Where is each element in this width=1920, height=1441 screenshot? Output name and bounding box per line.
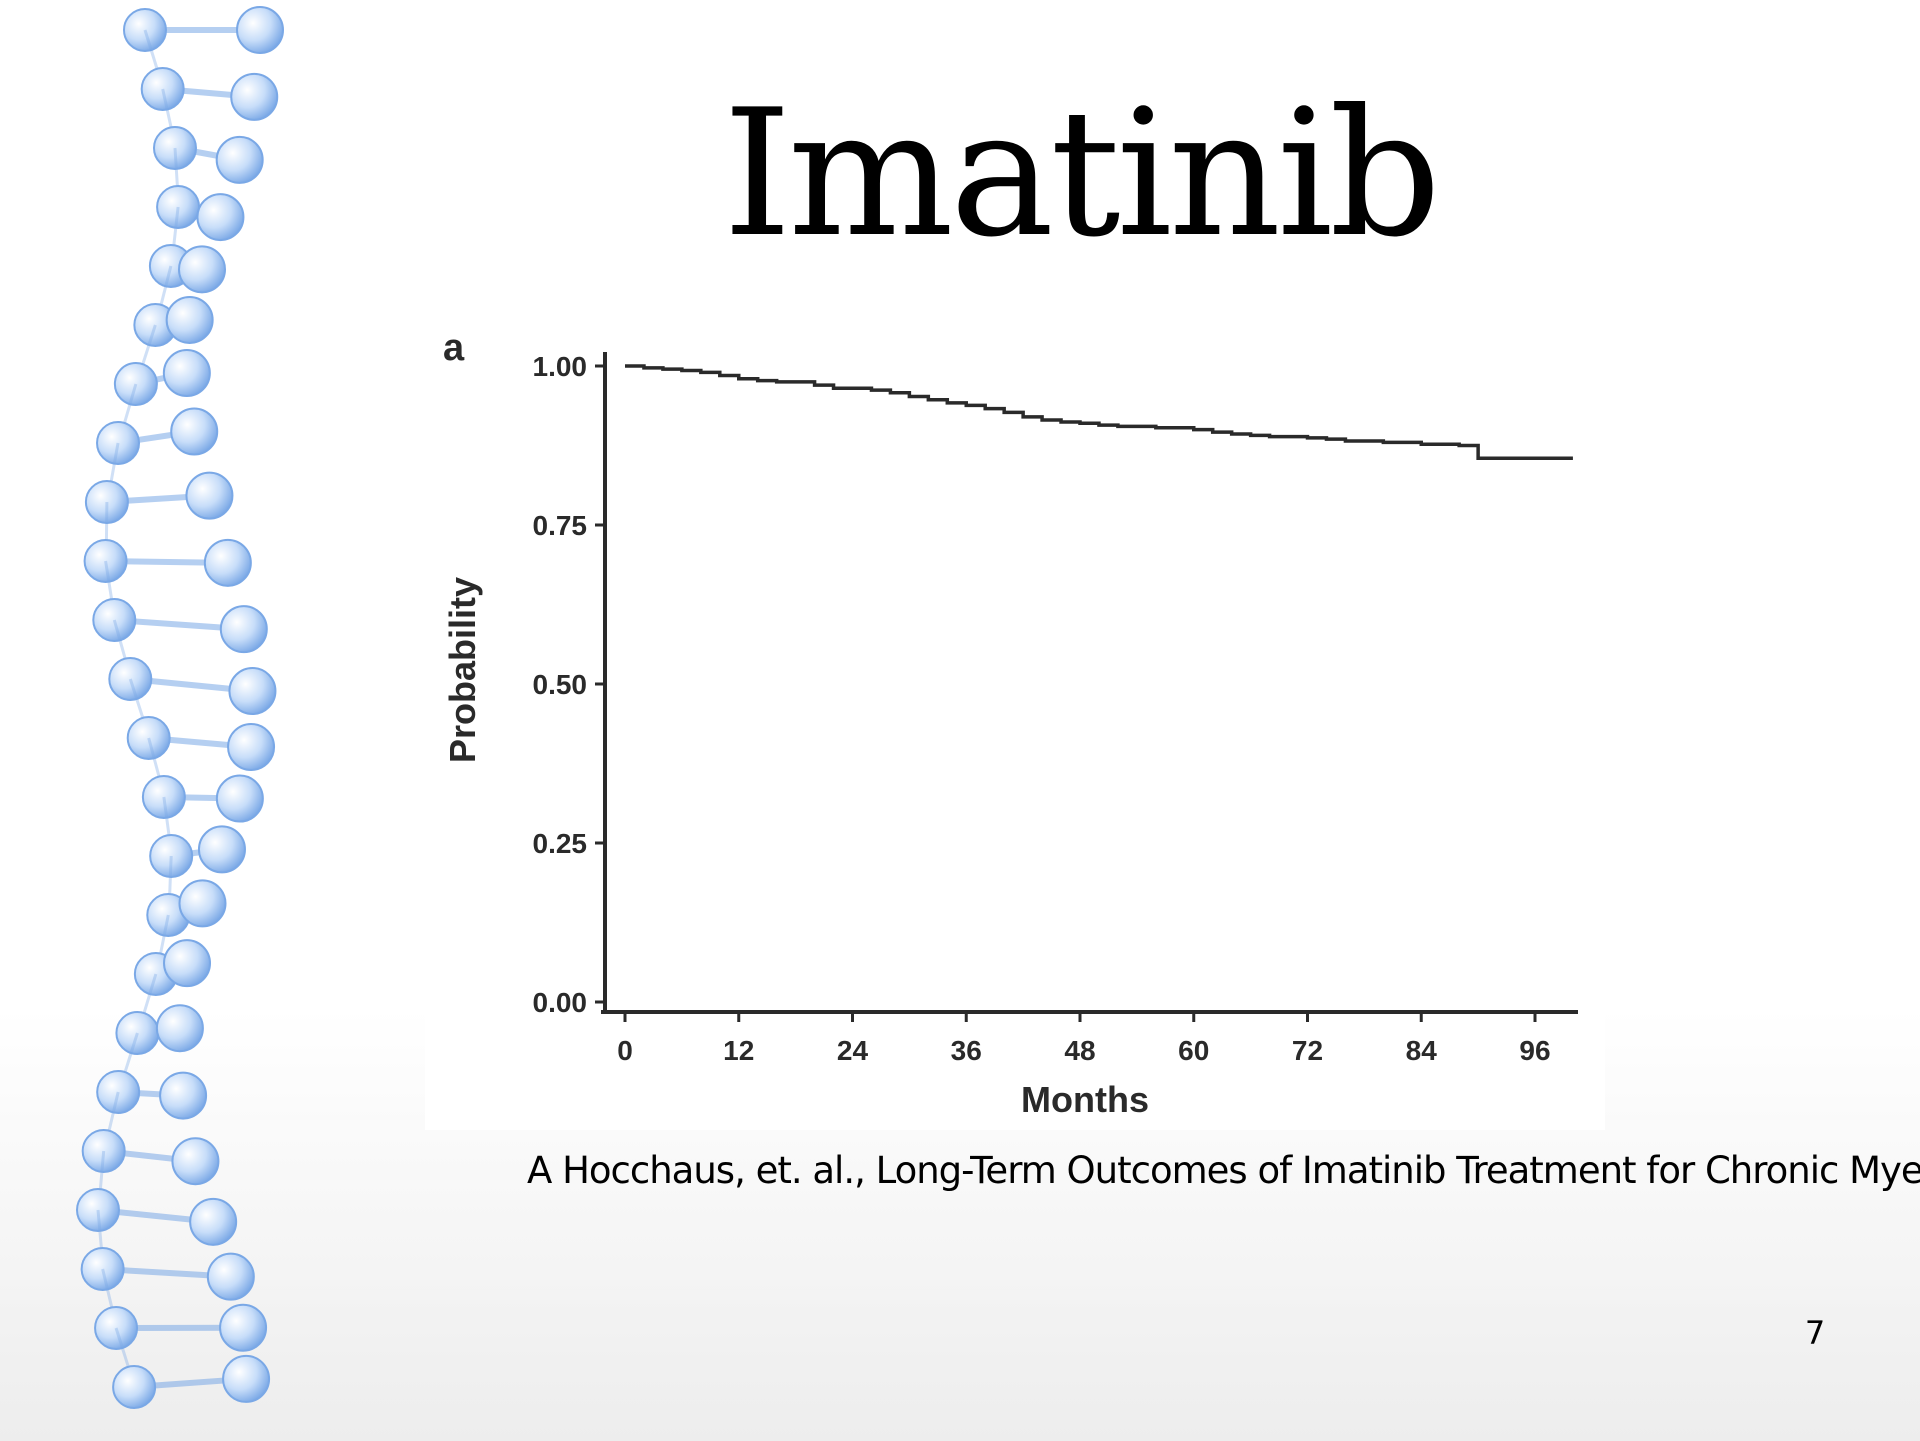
molecule-atom [219,605,268,654]
x-axis: 0 12 24 36 48 60 72 84 96 [601,1010,1578,1066]
molecule-atom [171,1137,220,1186]
molecule-atom [94,1306,139,1350]
molecule-atom [178,245,227,294]
x-tick-label: 24 [837,1035,869,1066]
molecule-atom [163,939,212,988]
molecule-atom [196,193,245,242]
molecule-atom [152,126,197,170]
molecule-atom [155,1004,204,1053]
molecule-atom [236,6,284,54]
x-tick-label: 48 [1064,1035,1095,1066]
survival-curve [625,364,1573,460]
molecule-atom [206,1252,255,1301]
y-tick-label: 0.25 [533,828,588,859]
molecule-atom [227,722,276,771]
molecule-atom [76,1188,121,1232]
x-tick-label: 96 [1519,1035,1550,1066]
molecule-atom [140,67,185,111]
series-layer [625,364,1573,460]
y-tick-label: 1.00 [533,351,588,382]
citation: A Hocchaus, et. al., Long-Term Outcomes … [527,1149,1920,1192]
page-number: 7 [1804,1314,1826,1352]
molecule-atom [222,1354,271,1403]
molecule-atom [230,72,279,121]
molecule-atom [215,774,264,823]
molecule-atom [178,879,227,928]
molecule-atom [159,1071,208,1120]
x-tick-label: 0 [617,1035,633,1066]
molecule-atom [219,1303,268,1352]
molecule-atom [162,349,211,398]
molecule-atom [126,716,171,760]
survival-chart: a 0.00 0.25 0.50 0.75 1.00 0 12 24 36 48 60 72 84 96… [442,327,1578,1120]
molecule-atom [170,407,219,456]
dna-molecule-decoration [76,6,284,1409]
molecule-atom [92,598,137,642]
slide-title: Imatinib [722,73,1441,276]
molecule-atom [80,1247,125,1291]
molecule-atom [189,1197,238,1246]
y-tick-label: 0.75 [533,510,588,541]
x-axis-title: Months [1021,1079,1149,1120]
molecule-atom [228,666,277,715]
molecule-atom [108,657,153,701]
molecule-atom [112,1365,157,1409]
molecule-atom [203,538,252,587]
molecule-atom [113,362,158,406]
y-tick-label: 0.50 [533,669,588,700]
molecule-atom [165,295,214,344]
panel-label: a [443,327,465,369]
molecule-atom [96,421,141,465]
molecule-atom [197,825,246,874]
survival-chart-panel: a 0.00 0.25 0.50 0.75 1.00 0 12 24 36 48 60 72 84 96… [425,310,1605,1130]
x-tick-label: 72 [1292,1035,1323,1066]
molecule-atom [215,135,264,184]
molecule-atom [123,8,167,52]
x-tick-label: 60 [1178,1035,1209,1066]
molecule-atom [83,539,128,583]
molecule-atom [185,471,234,520]
molecule-atom [141,775,186,819]
molecule-atom [149,834,194,878]
molecule-atom [96,1070,141,1114]
y-tick-label: 0.00 [533,987,588,1018]
y-axis: 0.00 0.25 0.50 0.75 1.00 [533,351,607,1018]
x-tick-label: 12 [723,1035,754,1066]
y-axis-title: Probability [442,577,483,763]
molecule-atom [81,1129,126,1173]
x-tick-label: 36 [951,1035,982,1066]
x-tick-label: 84 [1406,1035,1438,1066]
molecule-atom [84,480,129,524]
